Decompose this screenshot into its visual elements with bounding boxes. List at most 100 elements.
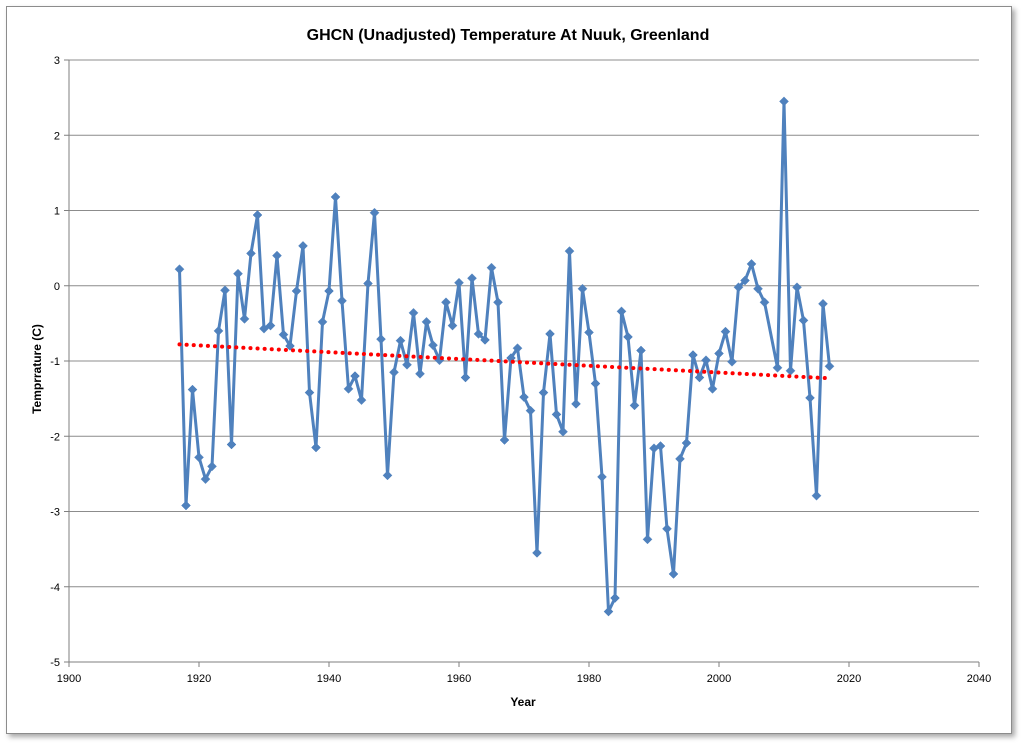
data-point-marker bbox=[473, 329, 484, 339]
data-point-marker bbox=[668, 569, 679, 579]
chart-frame: GHCN (Unadjusted) Temperature At Nuuk, G… bbox=[6, 6, 1012, 734]
data-point-marker bbox=[512, 343, 523, 354]
data-point-marker bbox=[584, 327, 594, 338]
data-point-marker bbox=[740, 275, 750, 286]
data-point-marker bbox=[252, 210, 263, 220]
grid-lines bbox=[69, 59, 979, 588]
data-point-marker bbox=[733, 282, 744, 293]
y-tick-label: -3 bbox=[50, 507, 60, 519]
data-point-marker bbox=[558, 426, 568, 437]
data-point-marker bbox=[356, 395, 367, 405]
temperature-series-line bbox=[178, 99, 831, 614]
data-point-marker bbox=[519, 392, 529, 402]
data-point-marker bbox=[194, 452, 204, 463]
data-point-marker bbox=[714, 348, 724, 359]
data-point-marker bbox=[239, 314, 250, 324]
data-point-marker bbox=[259, 323, 269, 334]
x-tick-label: 2000 bbox=[707, 673, 731, 685]
x-tick-labels: 1900 1920 1940 1960 1980 2000 2020 2040 bbox=[57, 673, 991, 685]
data-point-marker bbox=[727, 356, 737, 367]
x-tick-label: 1900 bbox=[57, 673, 81, 685]
data-point-marker bbox=[317, 317, 328, 327]
data-point-marker bbox=[493, 297, 503, 308]
data-point-marker bbox=[642, 534, 653, 545]
y-tick-labels: 3 2 1 0 -1 -2 -3 -4 -5 bbox=[50, 55, 60, 669]
y-tick-label: 3 bbox=[54, 55, 60, 67]
data-point-marker bbox=[447, 320, 458, 331]
data-point-marker bbox=[623, 332, 633, 342]
data-point-marker bbox=[753, 283, 763, 294]
data-point-marker bbox=[610, 593, 620, 603]
data-point-marker bbox=[701, 355, 711, 366]
y-tick-label: -5 bbox=[50, 657, 60, 669]
data-point-marker bbox=[460, 372, 471, 383]
data-point-marker bbox=[798, 315, 809, 326]
trendline bbox=[177, 342, 832, 381]
data-point-marker bbox=[174, 264, 185, 275]
data-point-marker bbox=[590, 378, 601, 389]
data-point-marker bbox=[688, 350, 698, 360]
data-point-marker bbox=[467, 273, 477, 284]
data-point-marker bbox=[532, 548, 542, 558]
data-point-marker bbox=[415, 368, 425, 379]
data-point-marker bbox=[480, 335, 490, 345]
data-point-marker bbox=[811, 490, 822, 501]
y-tick-label: -4 bbox=[50, 582, 60, 594]
chart-canvas: GHCN (Unadjusted) Temperature At Nuuk, G… bbox=[30, 27, 991, 709]
data-point-marker bbox=[662, 523, 672, 534]
data-point-marker bbox=[187, 384, 198, 395]
data-point-marker bbox=[675, 453, 685, 464]
data-point-marker bbox=[207, 461, 217, 472]
data-point-marker bbox=[330, 192, 341, 202]
data-point-marker bbox=[265, 320, 276, 331]
axes bbox=[64, 59, 980, 667]
data-point-marker bbox=[759, 297, 770, 308]
x-tick-label: 2040 bbox=[967, 673, 991, 685]
y-tick-label: -1 bbox=[50, 356, 60, 368]
data-point-marker bbox=[291, 286, 302, 296]
y-tick-label: 0 bbox=[54, 281, 60, 293]
data-point-marker bbox=[350, 371, 360, 381]
data-point-marker bbox=[428, 340, 438, 351]
data-point-marker bbox=[629, 400, 640, 411]
data-point-marker bbox=[545, 329, 555, 339]
data-point-marker bbox=[597, 472, 607, 482]
data-point-marker bbox=[298, 241, 308, 251]
x-axis-title: Year bbox=[510, 695, 536, 709]
data-point-marker bbox=[805, 393, 815, 403]
data-point-marker bbox=[694, 372, 705, 383]
data-point-marker bbox=[402, 359, 412, 370]
data-point-marker bbox=[226, 439, 237, 450]
data-point-marker bbox=[389, 367, 399, 378]
data-point-marker bbox=[376, 334, 386, 345]
x-tick-label: 1960 bbox=[447, 673, 471, 685]
data-point-marker bbox=[213, 326, 224, 336]
data-point-marker bbox=[603, 606, 614, 617]
data-point-marker bbox=[382, 470, 393, 481]
data-point-marker bbox=[720, 326, 731, 337]
data-point-marker bbox=[454, 277, 464, 288]
x-tick-label: 2020 bbox=[837, 673, 861, 685]
data-point-marker bbox=[181, 500, 191, 511]
data-point-marker bbox=[655, 441, 666, 451]
data-point-marker bbox=[538, 387, 549, 398]
data-point-marker bbox=[785, 365, 796, 376]
data-point-marker bbox=[551, 409, 562, 420]
data-point-marker bbox=[337, 295, 347, 306]
data-point-marker bbox=[220, 285, 230, 296]
data-point-marker bbox=[395, 335, 406, 346]
data-point-marker bbox=[304, 387, 315, 398]
data-point-marker bbox=[369, 207, 380, 218]
x-tick-label: 1920 bbox=[187, 673, 211, 685]
data-point-marker bbox=[792, 282, 802, 293]
data-point-marker bbox=[707, 383, 718, 394]
data-point-marker bbox=[525, 405, 536, 416]
data-point-marker bbox=[564, 246, 575, 256]
data-point-marker bbox=[681, 438, 692, 448]
data-point-marker bbox=[200, 474, 211, 484]
x-tick-label: 1940 bbox=[317, 673, 341, 685]
data-point-marker bbox=[363, 278, 373, 289]
data-point-marker bbox=[421, 317, 432, 327]
y-tick-label: 2 bbox=[54, 130, 60, 142]
data-point-marker bbox=[779, 96, 789, 107]
